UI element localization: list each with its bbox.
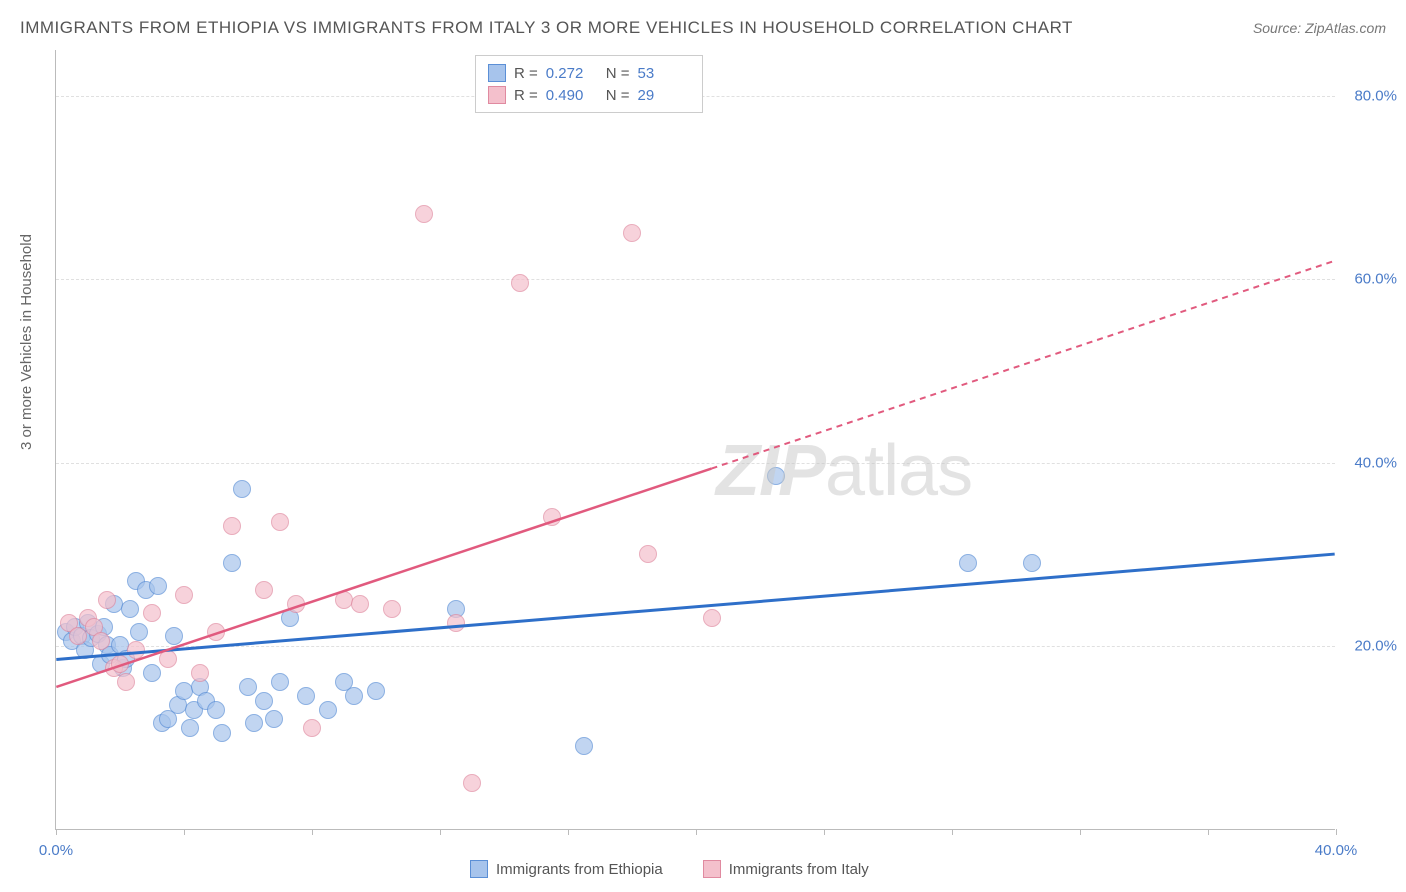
scatter-point [181, 719, 199, 737]
scatter-point [117, 673, 135, 691]
scatter-point [511, 274, 529, 292]
legend-item: Immigrants from Italy [703, 860, 869, 878]
trendlines-layer [56, 50, 1335, 829]
x-tick-mark [312, 829, 313, 835]
n-label: N = [606, 65, 630, 82]
scatter-point [463, 774, 481, 792]
legend-label: Immigrants from Ethiopia [496, 861, 663, 878]
n-value: 53 [638, 65, 690, 82]
scatter-point [159, 650, 177, 668]
x-tick-mark [824, 829, 825, 835]
scatter-point [319, 701, 337, 719]
scatter-point [345, 687, 363, 705]
scatter-point [127, 641, 145, 659]
legend-row: R = 0.272 N = 53 [488, 62, 690, 84]
trendline-dashed [711, 261, 1334, 469]
legend-swatch [488, 64, 506, 82]
scatter-point [303, 719, 321, 737]
x-tick-label: 0.0% [39, 842, 73, 859]
scatter-point [447, 614, 465, 632]
scatter-point [175, 586, 193, 604]
trendline [56, 554, 1334, 659]
scatter-point [271, 673, 289, 691]
scatter-point [575, 737, 593, 755]
scatter-point [207, 623, 225, 641]
scatter-point [69, 627, 87, 645]
scatter-point [121, 600, 139, 618]
legend-swatch [470, 860, 488, 878]
x-tick-mark [184, 829, 185, 835]
scatter-point [165, 627, 183, 645]
scatter-point [959, 554, 977, 572]
x-tick-mark [952, 829, 953, 835]
series-legend: Immigrants from Ethiopia Immigrants from … [470, 860, 869, 878]
r-label: R = [514, 65, 538, 82]
r-value: 0.490 [546, 87, 598, 104]
chart-title: IMMIGRANTS FROM ETHIOPIA VS IMMIGRANTS F… [20, 18, 1073, 38]
scatter-point [297, 687, 315, 705]
y-tick-label: 80.0% [1354, 87, 1397, 104]
watermark: ZIPatlas [716, 430, 972, 512]
legend-label: Immigrants from Italy [729, 861, 869, 878]
x-tick-mark [440, 829, 441, 835]
scatter-point [351, 595, 369, 613]
scatter-point [143, 664, 161, 682]
y-tick-label: 40.0% [1354, 454, 1397, 471]
scatter-point [233, 480, 251, 498]
plot-area: ZIPatlas 20.0%40.0%60.0%80.0%0.0%40.0% [55, 50, 1335, 830]
x-tick-label: 40.0% [1315, 842, 1358, 859]
y-axis-label: 3 or more Vehicles in Household [18, 234, 35, 450]
scatter-point [265, 710, 283, 728]
scatter-point [271, 513, 289, 531]
source-attribution: Source: ZipAtlas.com [1253, 20, 1386, 36]
scatter-point [223, 554, 241, 572]
scatter-point [223, 517, 241, 535]
y-tick-label: 20.0% [1354, 638, 1397, 655]
scatter-point [92, 632, 110, 650]
scatter-point [143, 604, 161, 622]
x-tick-mark [1336, 829, 1337, 835]
n-label: N = [606, 87, 630, 104]
x-tick-mark [568, 829, 569, 835]
x-tick-mark [696, 829, 697, 835]
scatter-point [415, 205, 433, 223]
scatter-point [543, 508, 561, 526]
r-label: R = [514, 87, 538, 104]
n-value: 29 [638, 87, 690, 104]
scatter-point [255, 692, 273, 710]
scatter-point [1023, 554, 1041, 572]
y-tick-label: 60.0% [1354, 271, 1397, 288]
scatter-point [191, 664, 209, 682]
scatter-point [255, 581, 273, 599]
scatter-point [767, 467, 785, 485]
gridline [56, 279, 1335, 280]
scatter-point [639, 545, 657, 563]
scatter-point [383, 600, 401, 618]
r-value: 0.272 [546, 65, 598, 82]
correlation-legend: R = 0.272 N = 53 R = 0.490 N = 29 [475, 55, 703, 113]
scatter-point [239, 678, 257, 696]
scatter-point [111, 655, 129, 673]
scatter-point [623, 224, 641, 242]
scatter-point [367, 682, 385, 700]
scatter-point [703, 609, 721, 627]
scatter-point [149, 577, 167, 595]
scatter-point [287, 595, 305, 613]
x-tick-mark [1208, 829, 1209, 835]
legend-item: Immigrants from Ethiopia [470, 860, 663, 878]
scatter-point [213, 724, 231, 742]
legend-row: R = 0.490 N = 29 [488, 84, 690, 106]
scatter-point [130, 623, 148, 641]
scatter-point [245, 714, 263, 732]
x-tick-mark [56, 829, 57, 835]
x-tick-mark [1080, 829, 1081, 835]
gridline [56, 646, 1335, 647]
watermark-atlas: atlas [825, 431, 972, 511]
scatter-point [98, 591, 116, 609]
gridline [56, 463, 1335, 464]
legend-swatch [488, 86, 506, 104]
legend-swatch [703, 860, 721, 878]
scatter-point [207, 701, 225, 719]
